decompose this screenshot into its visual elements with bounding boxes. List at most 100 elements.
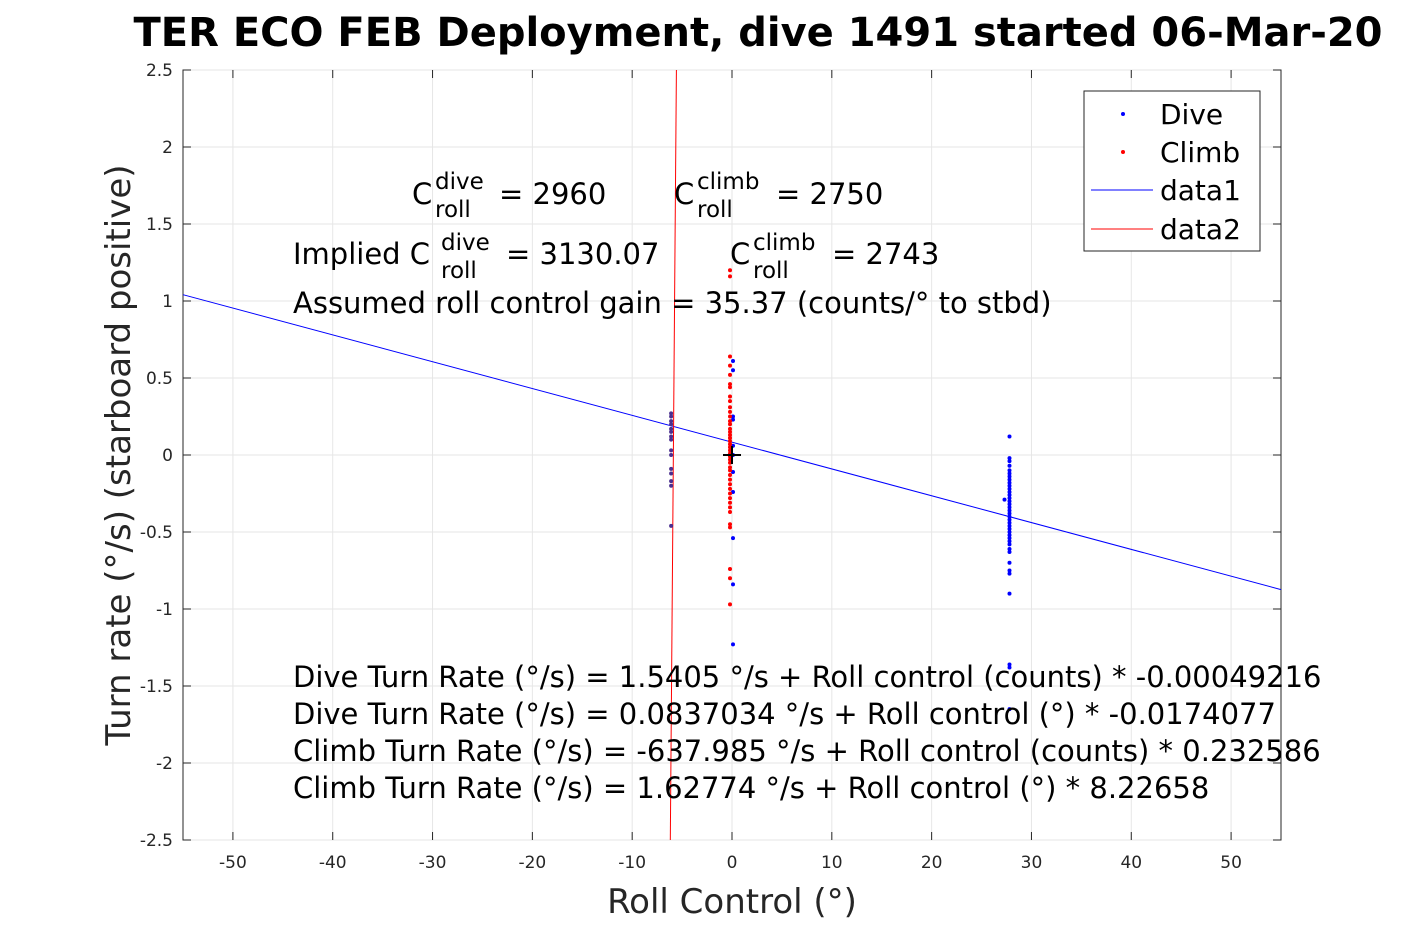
dive-point xyxy=(1007,665,1012,670)
dive-point xyxy=(1007,514,1012,519)
dive-point xyxy=(669,483,674,488)
c-roll-dive: C dive roll = 2960 xyxy=(412,169,606,223)
y-tick-label: -1.5 xyxy=(140,677,173,697)
implied-dive-sub: roll xyxy=(441,258,477,284)
dive-point xyxy=(730,414,735,419)
x-tick-label: 20 xyxy=(921,853,943,873)
implied-c-roll-dive: Implied C dive roll = 3130.07 xyxy=(293,230,659,284)
equation-dive-degrees: Dive Turn Rate (°/s) = 0.0837034 °/s + R… xyxy=(293,697,1276,731)
dive-point xyxy=(669,453,674,457)
y-tick-label: 0 xyxy=(162,446,173,466)
legend-data2-label: data2 xyxy=(1160,213,1241,246)
dive-point xyxy=(1007,474,1012,479)
dive-point xyxy=(1007,496,1012,501)
dive-point xyxy=(1007,568,1012,573)
climb-point xyxy=(728,576,733,581)
dive-point xyxy=(1007,483,1012,488)
climb-point xyxy=(728,409,733,414)
climb-point xyxy=(728,473,733,478)
dive-point xyxy=(669,434,674,439)
dive-point xyxy=(1007,511,1012,516)
dive-point xyxy=(730,417,735,422)
dive-point xyxy=(1007,477,1012,482)
dive-point xyxy=(730,368,735,373)
annotations: C dive roll = 2960 C climb roll = 2750 I… xyxy=(293,169,1321,805)
climb-point xyxy=(728,491,733,496)
dive-point xyxy=(1007,707,1012,712)
climb-point xyxy=(728,468,733,473)
dive-point xyxy=(1007,523,1012,528)
dive-point xyxy=(669,471,674,476)
dive-point xyxy=(669,426,674,431)
climb-point xyxy=(728,414,733,419)
dive-point xyxy=(1007,517,1012,522)
c-roll-dive-value: = 2960 xyxy=(499,177,606,211)
climb-point xyxy=(728,496,733,501)
climb-point xyxy=(728,419,733,424)
implied-climb-label: C xyxy=(730,237,750,271)
y-tick-label: 2.5 xyxy=(146,61,173,81)
dive-point xyxy=(730,469,735,474)
legend-climb-label: Climb xyxy=(1160,136,1240,169)
climb-point xyxy=(728,505,733,510)
climb-point xyxy=(728,442,733,447)
dive-point xyxy=(669,437,674,442)
climb-point xyxy=(728,394,733,399)
dive-point xyxy=(1007,468,1012,473)
dive-point xyxy=(730,582,735,587)
implied-climb-sub: roll xyxy=(753,258,789,284)
dive-point xyxy=(1007,463,1012,468)
dive-point xyxy=(1007,530,1012,534)
dive-point xyxy=(669,429,674,434)
dive-point xyxy=(730,489,735,494)
dive-point xyxy=(1007,542,1012,547)
fit-lines xyxy=(182,69,1282,841)
climb-point xyxy=(728,486,733,491)
dive-point xyxy=(1007,508,1012,513)
dive-point xyxy=(1007,536,1012,541)
legend-data1-label: data1 xyxy=(1160,174,1241,207)
climb-point xyxy=(728,465,733,470)
dive-point xyxy=(1007,550,1012,555)
y-tick-label: -2 xyxy=(156,754,173,774)
y-tick-label: 1 xyxy=(162,292,173,312)
x-tick-label: 0 xyxy=(727,853,738,873)
climb-point xyxy=(728,522,733,527)
y-axis-label: Turn rate (°/s) (starboard positive) xyxy=(99,164,139,746)
dive-point xyxy=(1007,591,1012,596)
y-tick-label: -1 xyxy=(156,600,173,620)
x-tick-label: 10 xyxy=(821,853,843,873)
implied-dive-sup: dive xyxy=(441,230,490,256)
dive-point xyxy=(669,414,674,419)
x-axis-label: Roll Control (°) xyxy=(607,882,857,922)
dive-point xyxy=(669,448,674,453)
climb-point xyxy=(728,274,733,279)
dive-point xyxy=(669,419,674,424)
climb-point xyxy=(728,566,733,571)
legend-box xyxy=(1083,90,1261,252)
climb-point xyxy=(728,268,733,273)
dive-point xyxy=(1007,662,1012,667)
dive-point xyxy=(730,359,735,364)
climb-point xyxy=(728,372,733,377)
legend-dive-label: Dive xyxy=(1160,98,1223,131)
climb-point xyxy=(728,436,733,441)
dive-point xyxy=(1007,526,1012,531)
x-tick-label: 50 xyxy=(1220,853,1242,873)
dive-point xyxy=(730,642,735,647)
dive-point xyxy=(1007,499,1012,504)
y-tick-label: 0.5 xyxy=(146,369,173,389)
y-tick-label: -0.5 xyxy=(140,523,173,543)
equation-dive-counts: Dive Turn Rate (°/s) = 1.5405 °/s + Roll… xyxy=(293,660,1321,694)
climb-point xyxy=(728,509,733,514)
c-roll-climb-value: = 2750 xyxy=(776,177,883,211)
dive-point xyxy=(1007,456,1012,461)
dive-point xyxy=(1007,489,1012,494)
x-ticks: -50 -40 -30 -20 -10 0 10 20 30 40 50 xyxy=(219,70,1242,873)
implied-dive-value: = 3130.07 xyxy=(506,237,659,271)
dive-point xyxy=(669,411,674,416)
implied-prefix: Implied C xyxy=(293,237,430,271)
c-roll-dive-sup: dive xyxy=(435,169,484,195)
dive-point xyxy=(1007,546,1012,551)
